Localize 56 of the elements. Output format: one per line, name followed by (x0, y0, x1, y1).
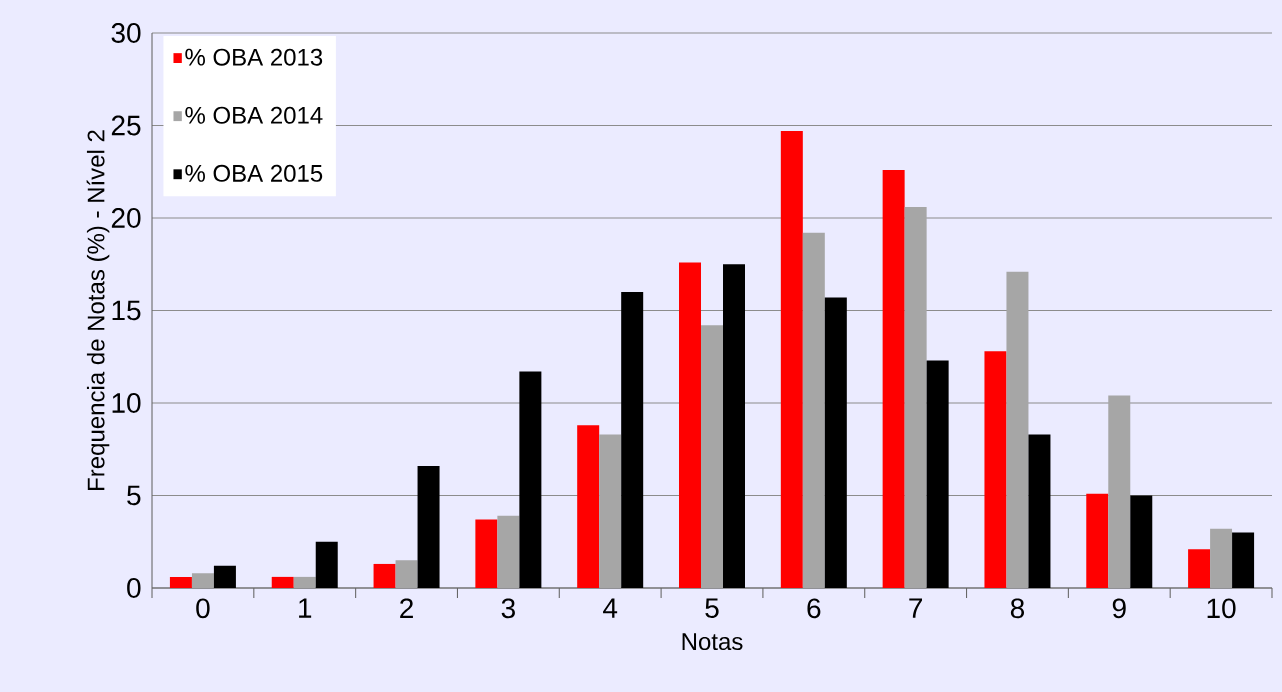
bar (417, 465, 440, 588)
y-tick-label: 25 (111, 115, 141, 136)
x-tick-label: 0 (196, 598, 210, 619)
x-tick-label: 6 (807, 598, 821, 619)
y-tick-label: 20 (111, 208, 141, 228)
y-tick-label: 15 (112, 300, 141, 321)
x-tick-label: 9 (1112, 598, 1126, 619)
bar (1232, 532, 1255, 588)
x-tick-label: 8 (1010, 598, 1025, 619)
bar (1210, 528, 1233, 588)
bar (723, 264, 745, 588)
legend-label: % OBA 2015 (185, 164, 323, 182)
bar (1108, 395, 1131, 588)
bar (621, 291, 644, 588)
bar (904, 206, 927, 588)
bar (824, 297, 847, 588)
x-tick-label: 3 (501, 598, 515, 619)
y-tick-label: 30 (111, 23, 141, 43)
bar (497, 515, 520, 588)
y-tick-label: 10 (112, 393, 141, 413)
bar (926, 360, 949, 588)
bar (1028, 434, 1051, 588)
x-tick-label: 4 (603, 598, 618, 618)
bar (315, 541, 338, 588)
x-axis-title: Notas (682, 633, 743, 651)
bar (213, 565, 236, 588)
x-tick-label: 5 (705, 598, 719, 618)
x-tick-label: 10 (1207, 598, 1236, 619)
y-tick-label: 5 (127, 485, 141, 506)
bar (780, 131, 803, 588)
bar (293, 576, 316, 588)
bar (984, 351, 1007, 588)
legend-label: % OBA 2014 (185, 106, 323, 124)
bar (599, 434, 622, 588)
bar (882, 169, 905, 588)
bar (802, 232, 825, 588)
bar (191, 573, 214, 588)
bar (1086, 493, 1109, 588)
bar (1006, 271, 1029, 588)
bar (373, 563, 396, 588)
y-axis-title: Frequencia de Notas (%) - Nível 2 (86, 130, 110, 490)
bar (1130, 495, 1153, 588)
bar (1188, 549, 1211, 588)
bar (679, 262, 702, 588)
legend-label: % OBA 2013 (185, 48, 323, 66)
bar (519, 371, 542, 588)
x-tick-label: 2 (400, 598, 413, 618)
bar (475, 519, 498, 588)
bar (577, 425, 600, 588)
bar (701, 325, 724, 588)
x-tick-label: 1 (299, 598, 312, 618)
y-tick-label: 0 (127, 578, 141, 598)
x-tick-label: 7 (909, 598, 923, 618)
bar (395, 560, 418, 588)
bar (271, 576, 294, 588)
bar (169, 576, 192, 588)
